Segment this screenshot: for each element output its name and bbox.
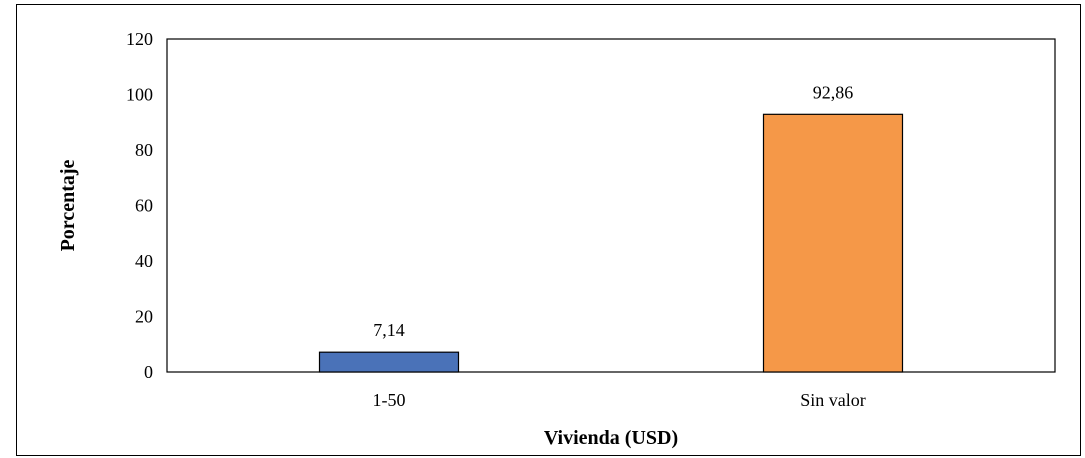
y-tick-label: 40: [135, 251, 153, 271]
y-tick-label: 120: [126, 29, 153, 49]
bars: 7,14 92,86: [318, 82, 904, 373]
bar: [762, 113, 904, 373]
y-tick-label: 60: [135, 196, 153, 216]
chart-frame: [16, 4, 1081, 456]
y-tick-label: 20: [135, 307, 153, 327]
y-tick-label: 0: [144, 362, 153, 382]
y-axis-title: Porcentaje: [57, 159, 79, 251]
y-tick-label: 80: [135, 140, 153, 160]
plot-area: [166, 38, 1056, 373]
x-tick-label: Sin valor: [800, 390, 866, 410]
data-label: 92,86: [813, 82, 854, 102]
y-axis-ticks: 0 20 40 60 80 100 120: [126, 29, 153, 382]
y-tick-label: 100: [126, 85, 153, 105]
x-tick-label: 1-50: [373, 390, 406, 410]
x-axis-title: Vivienda (USD): [544, 427, 678, 449]
x-axis-ticks: 1-50 Sin valor: [373, 390, 866, 410]
bar: [318, 351, 460, 373]
data-label: 7,14: [373, 320, 405, 340]
